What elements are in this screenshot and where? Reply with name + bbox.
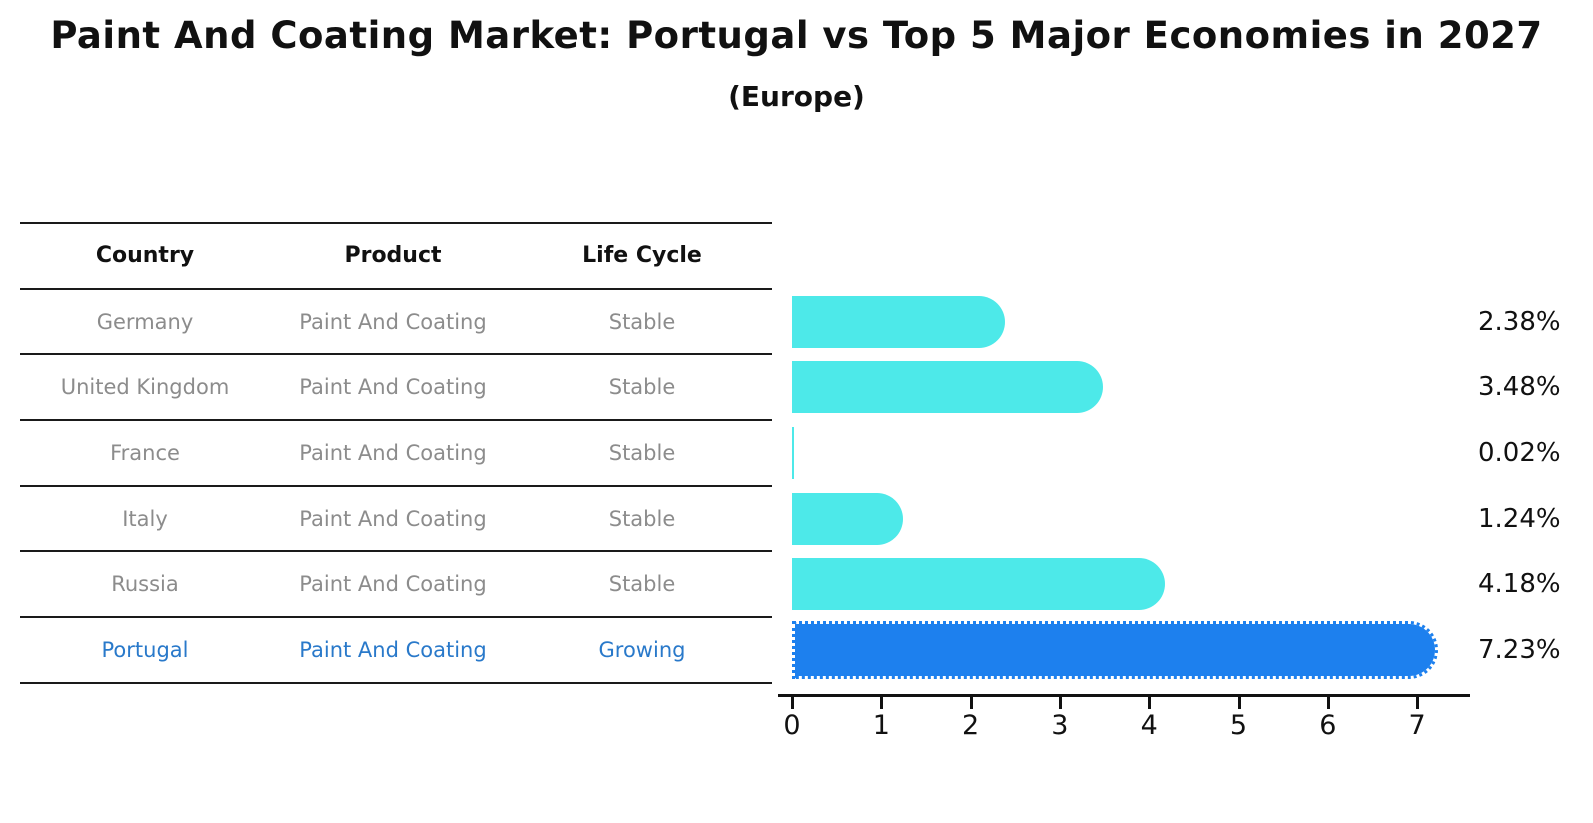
bar-italy <box>792 492 903 545</box>
cell-country: France <box>110 440 180 465</box>
cell-life-cycle: Growing <box>598 637 686 662</box>
cell-country: Italy <box>122 506 168 531</box>
bar-germany <box>792 295 1005 348</box>
value-label-italy: 1.24% <box>1478 503 1561 534</box>
bar-united-kingdom <box>792 361 1103 414</box>
cell-life-cycle: Stable <box>608 375 676 400</box>
x-tick-mark <box>1326 697 1330 709</box>
table-row: Germany Paint And Coating Stable <box>20 287 772 354</box>
x-tick-mark <box>1148 697 1152 709</box>
table-row: Russia Paint And Coating Stable <box>20 550 772 616</box>
value-label-united-kingdom: 3.48% <box>1478 372 1561 403</box>
x-axis-line <box>778 694 1470 697</box>
x-tick-label: 7 <box>1408 710 1426 741</box>
col-header-life-cycle: Life Cycle <box>582 243 702 269</box>
cell-product: Paint And Coating <box>299 440 487 465</box>
x-tick-label: 3 <box>1051 710 1069 741</box>
value-label-russia: 4.18% <box>1478 569 1561 600</box>
x-tick-mark <box>791 697 794 709</box>
value-label-france: 0.02% <box>1478 437 1561 468</box>
bar-russia <box>792 558 1166 611</box>
table-header-row: Country Product Life Cycle <box>20 222 772 288</box>
cell-product: Paint And Coating <box>299 506 487 531</box>
cell-life-cycle: Stable <box>608 440 676 465</box>
chart-title: Paint And Coating Market: Portugal vs To… <box>50 14 1543 57</box>
table-row: Portugal Paint And Coating Growing <box>20 616 772 682</box>
cell-country: Russia <box>111 572 179 597</box>
cell-product: Paint And Coating <box>299 375 487 400</box>
value-label-portugal: 7.23% <box>1478 635 1561 666</box>
x-tick-mark <box>880 697 884 709</box>
chart-subtitle: (Europe) <box>728 80 865 113</box>
bar-portugal <box>792 621 1438 680</box>
x-tick-label: 4 <box>1140 710 1158 741</box>
cell-life-cycle: Stable <box>608 506 676 531</box>
table-row: United Kingdom Paint And Coating Stable <box>20 353 772 419</box>
x-tick-mark <box>1416 697 1420 709</box>
x-tick-label: 2 <box>962 710 980 741</box>
cell-country: Portugal <box>101 637 189 662</box>
x-tick-label: 0 <box>783 710 801 741</box>
col-header-product: Product <box>344 243 442 269</box>
table-row: Italy Paint And Coating Stable <box>20 484 772 551</box>
x-tick-label: 6 <box>1319 710 1337 741</box>
x-tick-label: 5 <box>1229 710 1248 741</box>
cell-life-cycle: Stable <box>608 309 676 334</box>
x-tick-mark <box>1237 697 1241 709</box>
value-label-germany: 2.38% <box>1478 306 1561 337</box>
cell-country: United Kingdom <box>60 375 230 400</box>
country-table: Country Product Life Cycle Germany Paint And… <box>20 222 772 684</box>
cell-product: Paint And Coating <box>299 572 487 597</box>
table-row: France Paint And Coating Stable <box>20 419 772 485</box>
cell-product: Paint And Coating <box>299 637 487 662</box>
x-tick-mark <box>1058 697 1062 709</box>
x-tick-mark <box>969 697 973 709</box>
col-header-country: Country <box>95 243 195 269</box>
x-tick-label: 1 <box>872 710 890 741</box>
cell-life-cycle: Stable <box>608 572 676 597</box>
bar-france <box>792 426 794 479</box>
cell-country: Germany <box>96 309 194 334</box>
cell-product: Paint And Coating <box>299 309 487 334</box>
